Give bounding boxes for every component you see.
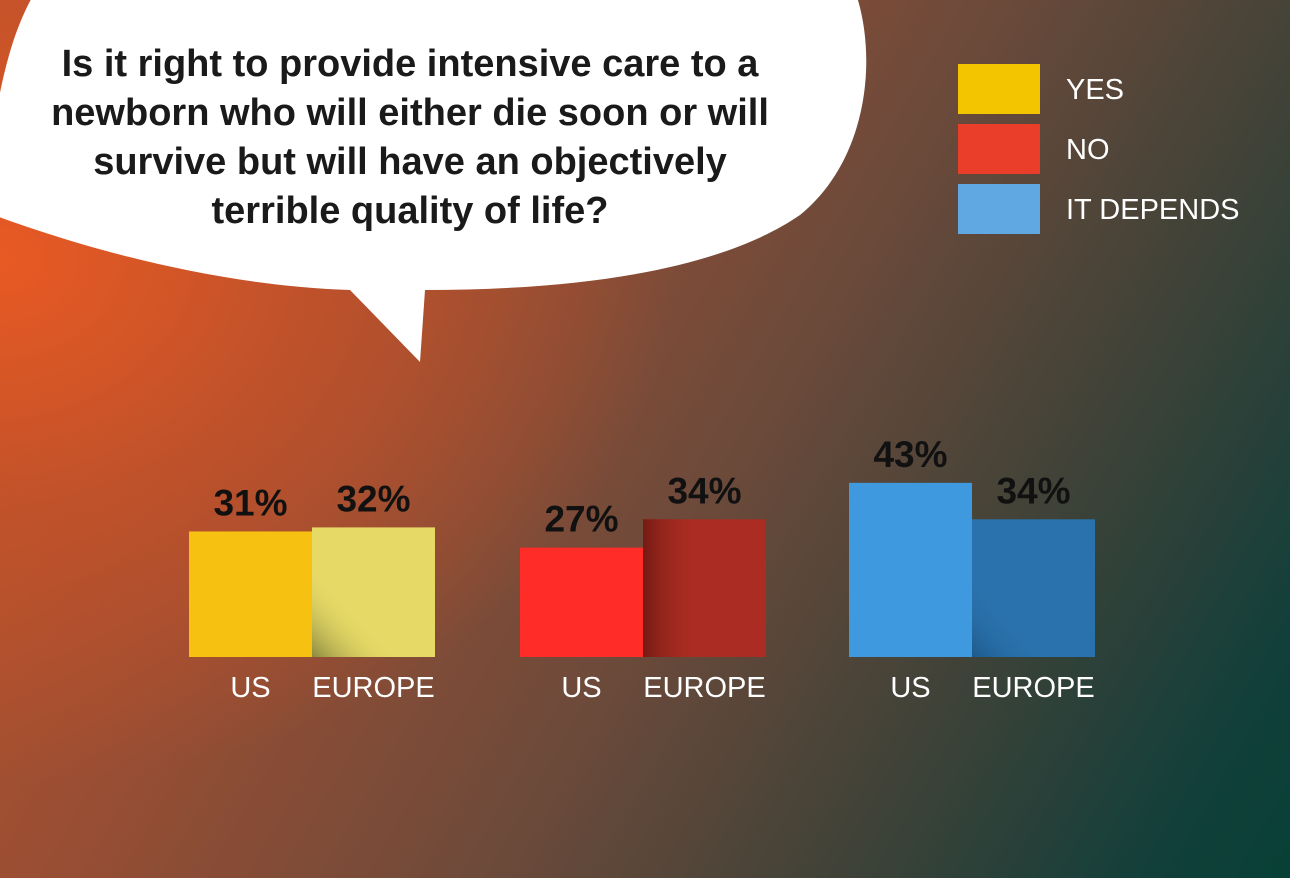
category-label: US [230,672,270,704]
legend-label: NO [1066,134,1110,166]
data-label: 34% [996,470,1070,511]
category-label: EUROPE [972,672,1094,704]
legend: YES NO IT DEPENDS [958,64,1278,244]
legend-item-it-depends: IT DEPENDS [958,184,1278,234]
chart-title: Is it right to provide intensive care to… [20,40,800,236]
title-line: newborn who will either die soon or will [51,92,769,134]
category-label: EUROPE [312,672,434,704]
bar-no-us [520,547,643,657]
data-label: 27% [544,499,618,540]
legend-swatch [958,124,1040,174]
bar-shading [312,527,435,657]
legend-label: YES [1066,74,1125,106]
data-label: 31% [213,482,287,523]
legend-swatch [958,64,1040,114]
data-label: 32% [336,478,410,519]
category-label: US [890,672,930,704]
data-label: 34% [667,470,741,511]
data-label: 43% [873,434,947,475]
title-line: terrible quality of life? [211,190,609,232]
bar-group: 31% US 32% EUROPE 27% US 34% EUROPE 43% US 34% EURO… [189,434,1095,704]
legend-swatch [958,184,1040,234]
category-label: US [561,672,601,704]
bar-it-depends-us [849,482,972,657]
legend-item-yes: YES [958,64,1278,114]
title-line: Is it right to provide intensive care to… [61,43,759,85]
category-label: EUROPE [643,672,765,704]
bar-shading [972,519,1095,657]
speech-bubble [0,0,867,362]
legend-item-no: NO [958,124,1278,174]
legend-label: IT DEPENDS [1066,194,1240,226]
title-line: survive but will have an objectively [93,141,727,183]
bar-shading [643,519,766,657]
bar-yes-us [189,531,312,657]
